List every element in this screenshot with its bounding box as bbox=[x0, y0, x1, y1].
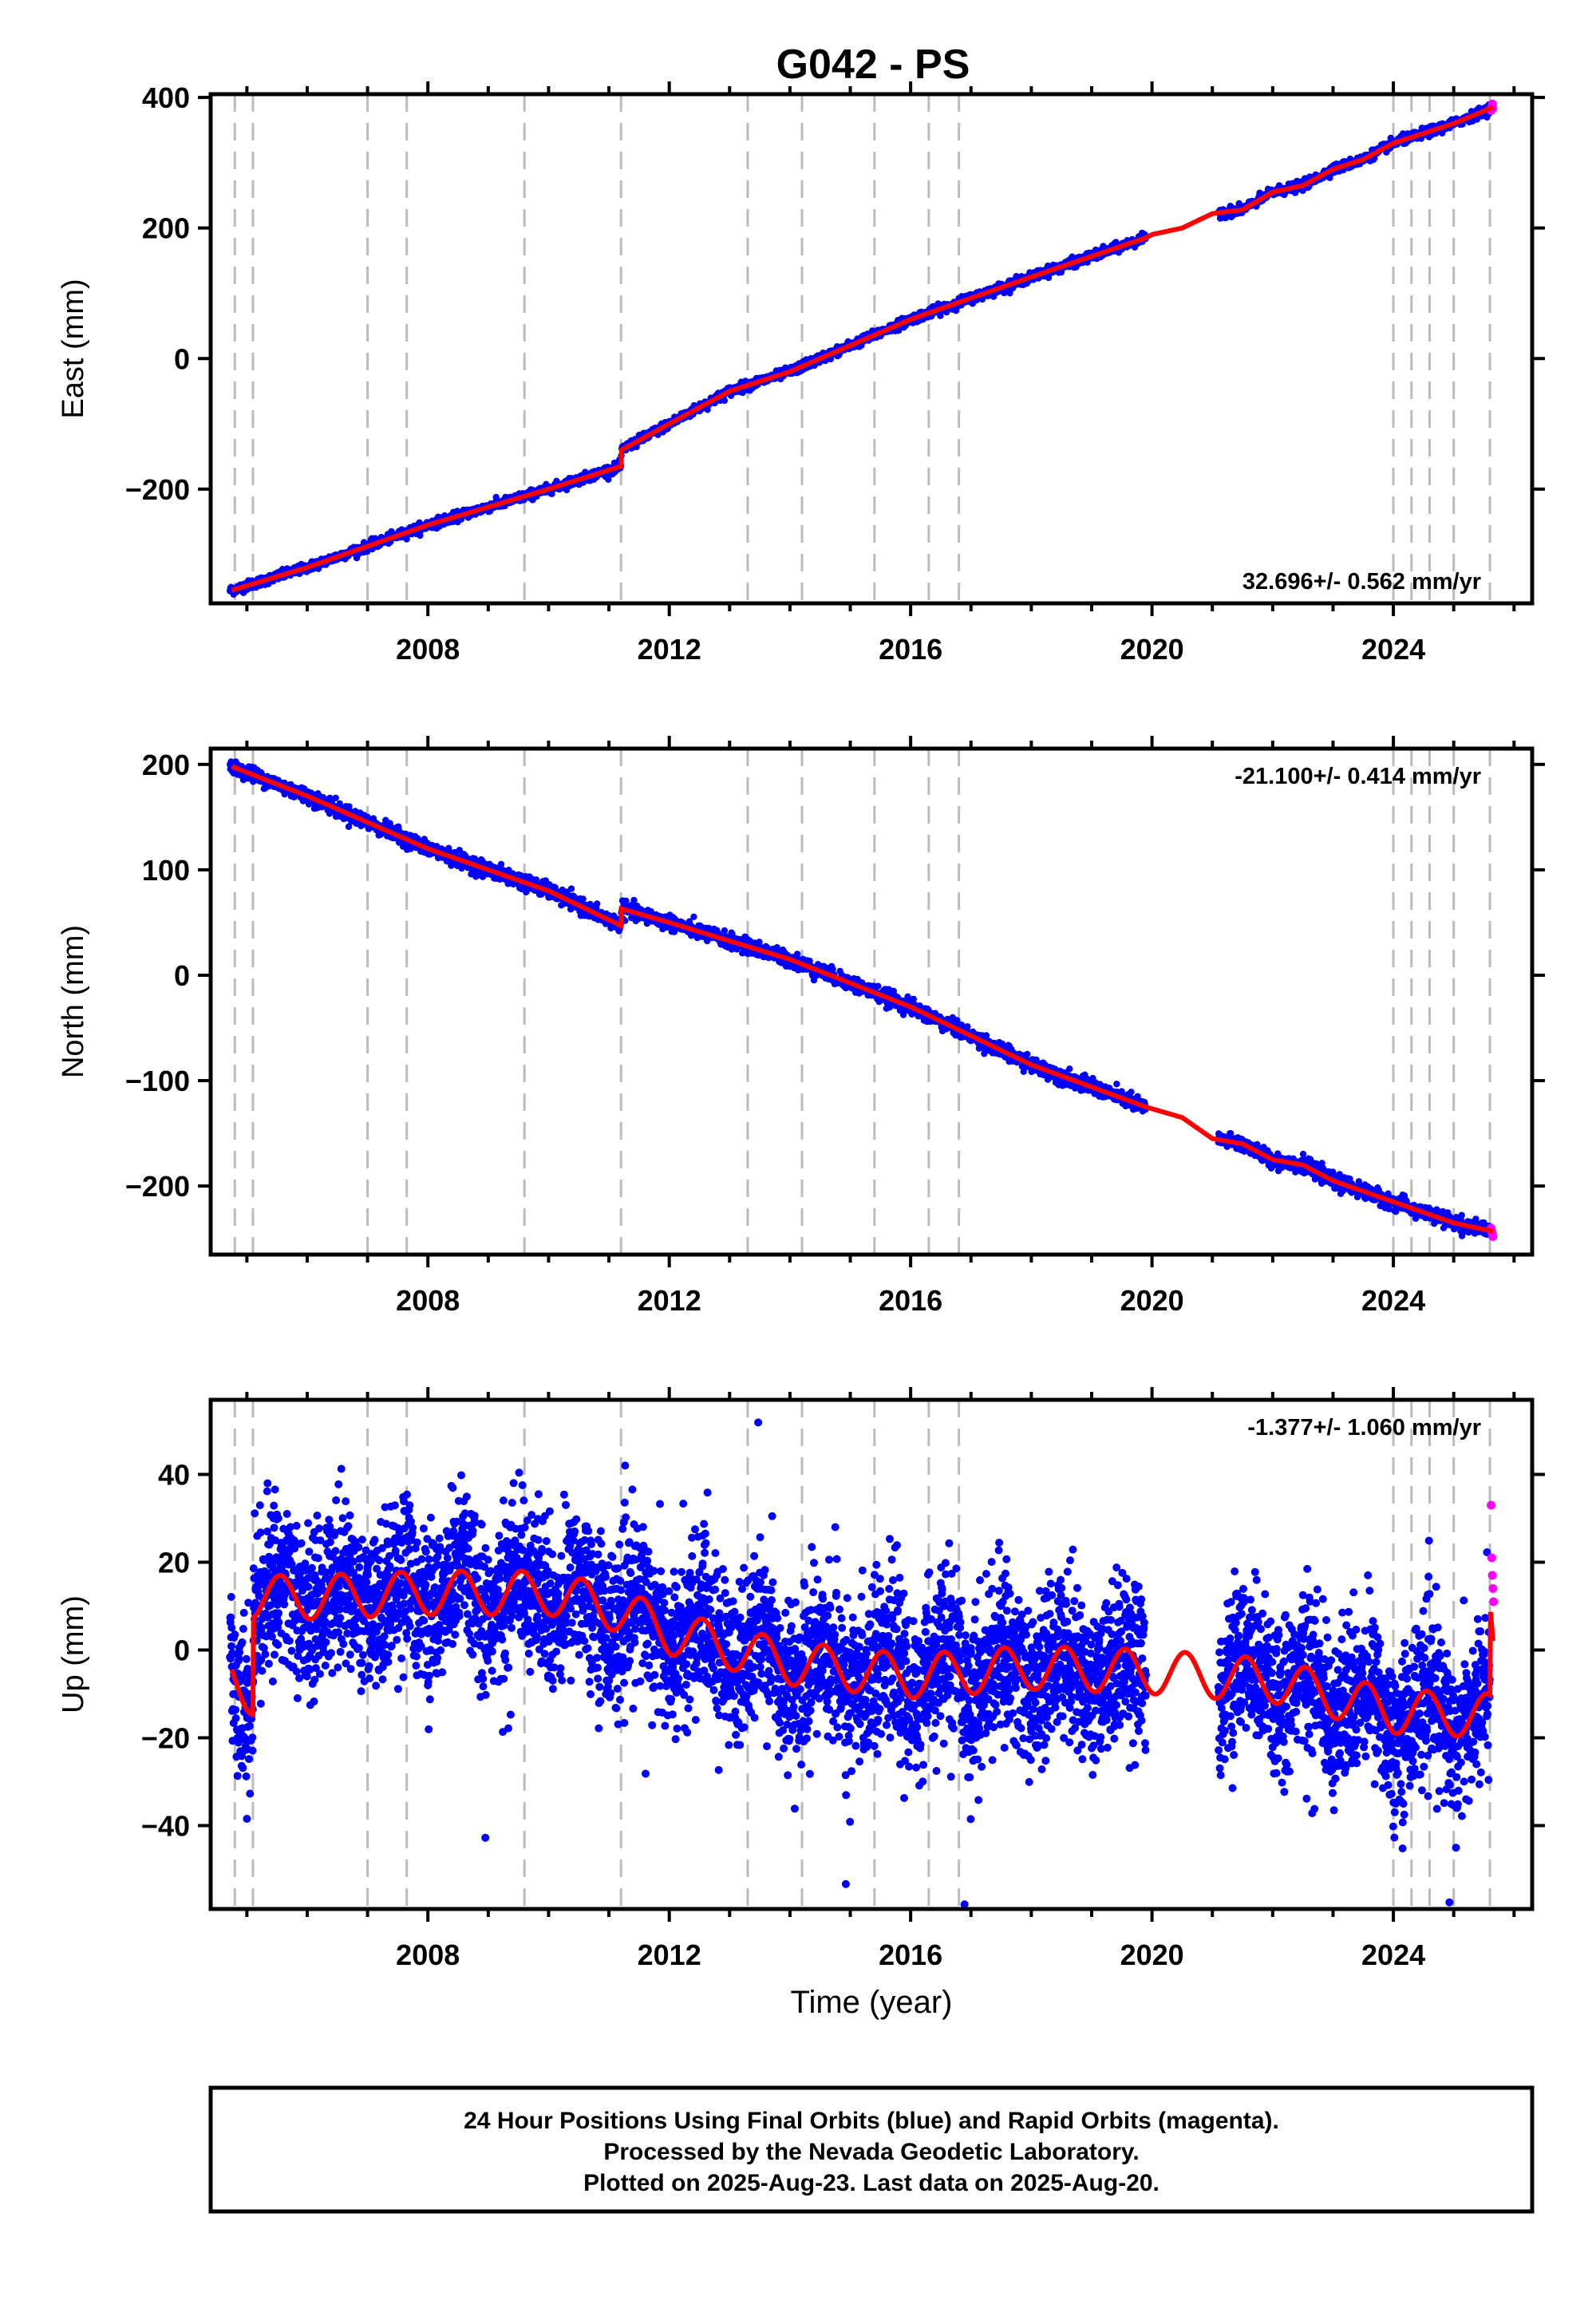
x-tick-label: 2024 bbox=[1361, 1284, 1425, 1317]
panel-north: −200 −100 0 100 200 2008 2012 2016 2020 2024 North… bbox=[57, 736, 1545, 1317]
break-lines bbox=[233, 749, 1491, 1255]
model-fit-line bbox=[231, 764, 1494, 1234]
model-fit-line bbox=[231, 105, 1494, 593]
y-tick-label: 20 bbox=[158, 1547, 190, 1579]
footer-line-3: Plotted on 2025-Aug-23. Last data on 202… bbox=[583, 2170, 1159, 2196]
model-fit-line bbox=[229, 1568, 1495, 1739]
y-tick-label: 0 bbox=[174, 1634, 190, 1667]
y-tick-label: 100 bbox=[142, 854, 190, 887]
footer-box: 24 Hour Positions Using Final Orbits (bl… bbox=[208, 2085, 1535, 2214]
y-axis-label: North (mm) bbox=[57, 925, 90, 1078]
x-tick-label: 2020 bbox=[1120, 633, 1184, 666]
final-orbit-scatter bbox=[227, 758, 1493, 1239]
rapid-orbit-point bbox=[1487, 1553, 1496, 1563]
x-tick-label: 2012 bbox=[638, 1284, 701, 1317]
y-tick-label: −40 bbox=[141, 1810, 190, 1843]
x-tick-label: 2024 bbox=[1361, 1939, 1425, 1971]
plot-frame bbox=[208, 92, 1535, 606]
panel-up: −40 −20 0 20 40 2008 2012 2016 2020 2024 Up (mm) -1… bbox=[57, 1387, 1545, 2020]
y-axis-label: Up (mm) bbox=[57, 1595, 90, 1713]
x-tick-label: 2008 bbox=[396, 1939, 460, 1971]
velocity-label: 32.696+/- 0.562 mm/yr bbox=[1242, 569, 1481, 595]
x-tick-label: 2020 bbox=[1120, 1939, 1184, 1971]
final-orbit-points bbox=[227, 99, 1498, 598]
x-axis-label: Time (year) bbox=[791, 1985, 953, 2020]
y-tick-label: 0 bbox=[174, 959, 190, 992]
chart-title: G042 - PS bbox=[776, 41, 970, 88]
y-tick-label: −200 bbox=[125, 473, 190, 506]
final-orbit-scatter bbox=[226, 1418, 1494, 1909]
x-tick-label: 2008 bbox=[396, 633, 460, 666]
y-tick-label: 200 bbox=[142, 749, 190, 781]
x-tick-label: 2012 bbox=[638, 1939, 701, 1971]
final-orbit-scatter bbox=[227, 101, 1493, 598]
x-tick-label: 2020 bbox=[1120, 1284, 1184, 1317]
footer-frame bbox=[208, 2085, 1535, 2214]
footer-line-2: Processed by the Nevada Geodetic Laborat… bbox=[603, 2139, 1139, 2165]
panel-east: −200 0 200 400 2008 2012 2016 2020 2024 East (mm)… bbox=[57, 81, 1545, 666]
y-tick-label: 200 bbox=[142, 212, 190, 245]
y-tick-label: −100 bbox=[125, 1065, 190, 1097]
rapid-orbit-point bbox=[1487, 1500, 1496, 1510]
rapid-orbit-point bbox=[1489, 1597, 1499, 1607]
footer-line-1: 24 Hour Positions Using Final Orbits (bl… bbox=[464, 2108, 1279, 2134]
rapid-orbit-point bbox=[1488, 1232, 1498, 1242]
x-tick-label: 2012 bbox=[638, 633, 701, 666]
final-orbit-points bbox=[226, 1418, 1499, 1909]
x-tick-label: 2008 bbox=[396, 1284, 460, 1317]
x-tick-label: 2016 bbox=[879, 633, 942, 666]
x-tick-label: 2016 bbox=[879, 1939, 942, 1971]
y-axis-label: East (mm) bbox=[57, 279, 90, 418]
y-tick-label: 400 bbox=[142, 81, 190, 114]
y-tick-label: 40 bbox=[158, 1459, 190, 1492]
x-tick-label: 2024 bbox=[1361, 633, 1425, 666]
y-tick-label: −200 bbox=[125, 1170, 190, 1203]
y-tick-label: −20 bbox=[141, 1722, 190, 1755]
x-tick-label: 2016 bbox=[879, 1284, 942, 1317]
plot-frame bbox=[208, 746, 1535, 1257]
velocity-label: -21.100+/- 0.414 mm/yr bbox=[1235, 764, 1481, 789]
rapid-orbit-point bbox=[1487, 1571, 1497, 1580]
y-tick-label: 0 bbox=[174, 342, 190, 375]
rapid-orbit-point bbox=[1488, 1584, 1498, 1593]
velocity-label: -1.377+/- 1.060 mm/yr bbox=[1247, 1415, 1481, 1441]
plot-frame bbox=[208, 1397, 1535, 1911]
